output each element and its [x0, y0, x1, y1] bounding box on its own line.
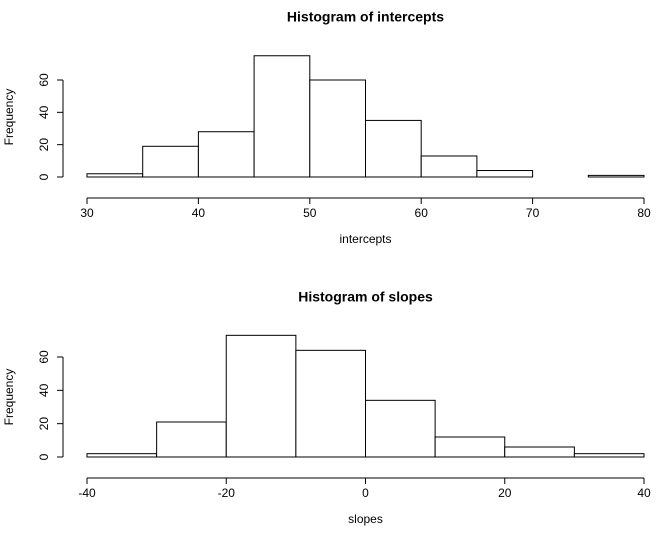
x-tick-label: 0	[362, 486, 369, 500]
x-axis-label: slopes	[348, 512, 383, 526]
histogram-bar	[420, 155, 478, 178]
histogram-bar	[295, 349, 366, 458]
x-tick-label: 30	[80, 206, 94, 220]
histogram-bar	[86, 173, 144, 178]
histogram-bar	[434, 436, 506, 458]
y-tick-label: 40	[37, 383, 51, 397]
histogram-bar	[309, 79, 366, 178]
x-tick-label: 70	[526, 206, 540, 220]
y-axis-label: Frequency	[2, 369, 16, 426]
histogram-bar	[587, 174, 645, 178]
y-tick-label: 40	[37, 105, 51, 119]
y-tick-label: 20	[37, 138, 51, 152]
histogram-bar	[225, 334, 297, 458]
histogram-bar	[365, 119, 422, 178]
y-tick-label: 20	[37, 417, 51, 431]
histogram-bar	[504, 446, 575, 458]
x-tick-label: -40	[78, 486, 96, 500]
x-tick-label: 40	[637, 486, 651, 500]
histogram-bar	[253, 55, 311, 178]
y-axis-label: Frequency	[2, 89, 16, 146]
x-tick-label: 50	[303, 206, 317, 220]
histogram-bar	[156, 421, 227, 458]
x-tick-label: 40	[192, 206, 206, 220]
y-tick-label: 0	[37, 453, 51, 460]
y-tick-label: 0	[37, 173, 51, 180]
y-tick-label: 60	[37, 350, 51, 364]
x-tick-label: 80	[637, 206, 651, 220]
chart-title: Histogram of slopes	[298, 289, 433, 305]
x-tick-label: 60	[415, 206, 429, 220]
histogram-bar	[365, 399, 436, 458]
x-tick-label: 20	[498, 486, 512, 500]
y-tick-label: 60	[37, 73, 51, 87]
histogram-bar	[197, 131, 255, 178]
histogram-bar	[142, 145, 199, 178]
histogram-bar	[476, 170, 534, 178]
histogram-bar	[86, 453, 158, 458]
histogram-bar	[573, 453, 645, 458]
x-tick-label: -20	[218, 486, 236, 500]
chart-title: Histogram of intercepts	[287, 9, 444, 25]
x-axis-label: intercepts	[339, 232, 391, 246]
